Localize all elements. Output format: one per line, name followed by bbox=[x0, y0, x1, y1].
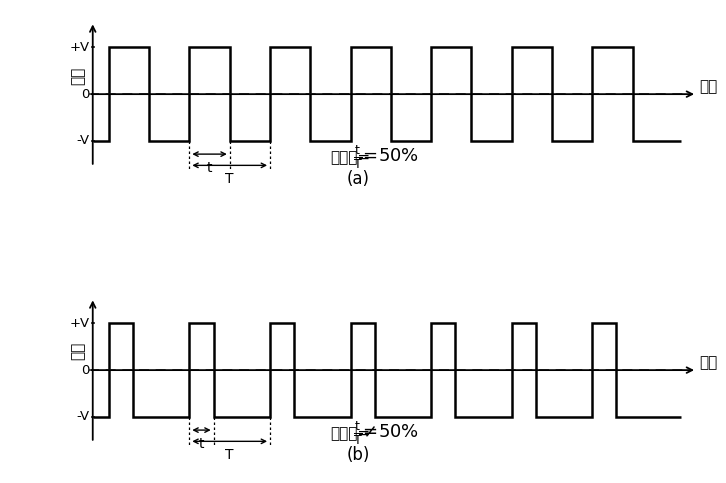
Text: $\mathdefault{\frac{t}{T}}$≠50%: $\mathdefault{\frac{t}{T}}$≠50% bbox=[353, 419, 419, 447]
Text: 电压: 电压 bbox=[70, 342, 86, 360]
Text: (a): (a) bbox=[347, 170, 370, 188]
Text: +V: +V bbox=[70, 41, 89, 54]
Text: -V: -V bbox=[76, 134, 89, 147]
Text: t: t bbox=[207, 161, 212, 175]
Text: (b): (b) bbox=[347, 446, 370, 464]
Text: 0: 0 bbox=[81, 87, 89, 100]
Text: 时间: 时间 bbox=[699, 80, 717, 95]
Text: 0: 0 bbox=[81, 364, 89, 377]
Text: -V: -V bbox=[76, 411, 89, 424]
Text: 占空比=: 占空比= bbox=[330, 150, 370, 165]
Text: 时间: 时间 bbox=[699, 355, 717, 370]
Text: T: T bbox=[226, 172, 234, 186]
Text: t: t bbox=[199, 437, 204, 451]
Text: 电压: 电压 bbox=[70, 66, 86, 85]
Text: $\mathdefault{\frac{t}{T}}$=50%: $\mathdefault{\frac{t}{T}}$=50% bbox=[353, 143, 419, 171]
Text: +V: +V bbox=[70, 317, 89, 330]
Text: T: T bbox=[226, 448, 234, 462]
Text: 占空比=: 占空比= bbox=[330, 426, 370, 441]
